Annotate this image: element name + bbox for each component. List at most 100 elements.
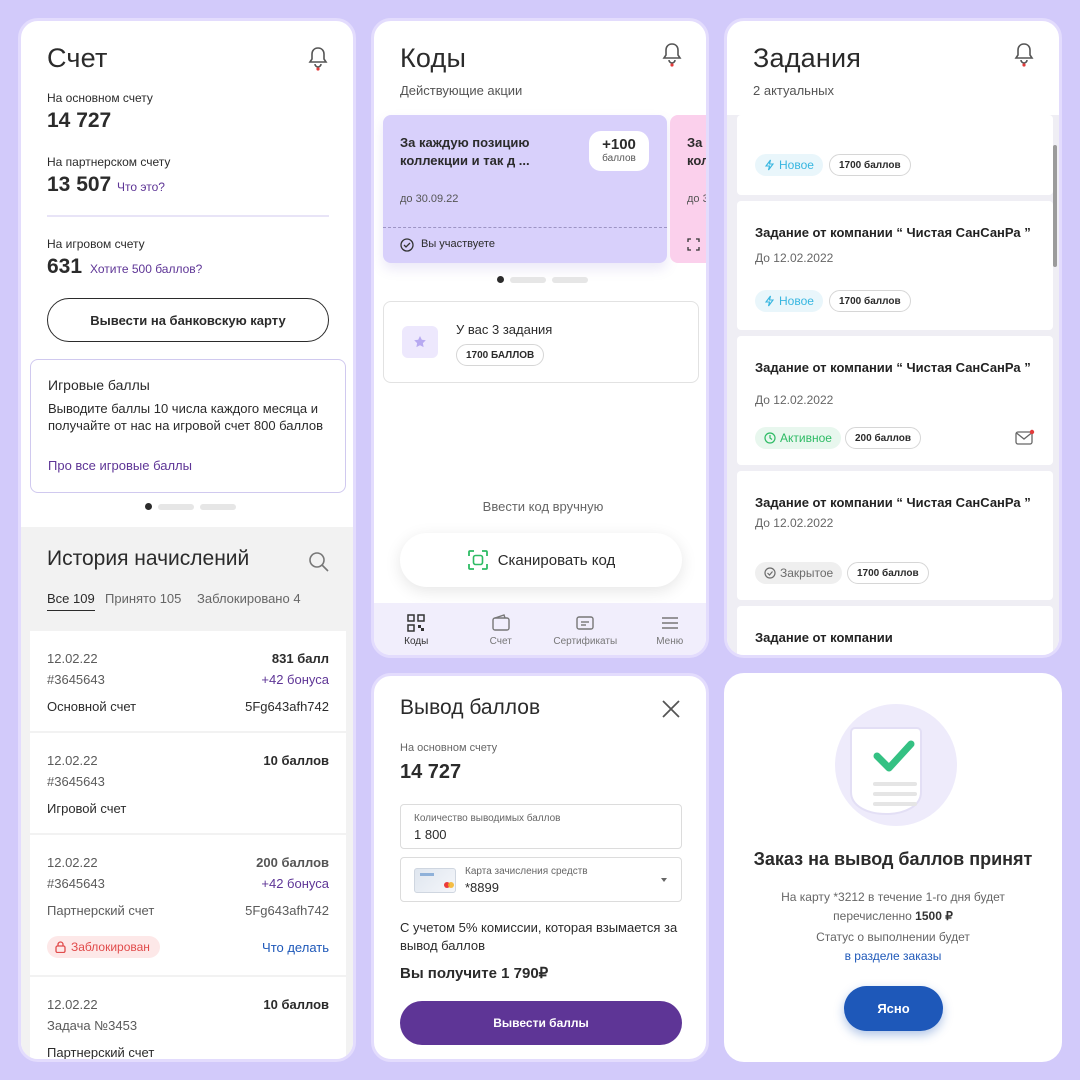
search-icon[interactable] (308, 551, 330, 573)
nav-codes[interactable]: Коды (374, 603, 459, 655)
status-label: Новое (779, 158, 814, 172)
promo-status: Вы участвуете (421, 238, 495, 250)
withdraw-to-card-button[interactable]: Вывести на банковскую карту (47, 298, 329, 342)
points-chip: 200 баллов (845, 427, 922, 449)
task-card[interactable]: Задание от компании “ Чистая СанСанРа ” … (737, 201, 1053, 330)
submit-withdraw-button[interactable]: Вывести баллы (400, 1001, 682, 1045)
nav-menu[interactable]: Меню (628, 603, 707, 655)
points-chip: 1700 баллов (829, 290, 911, 312)
nav-certificates[interactable]: Сертификаты (543, 603, 628, 655)
bottom-nav: Коды Счет Сертификаты Меню (374, 603, 707, 655)
tasks-count: У вас 3 задания (456, 322, 553, 337)
carousel-dots (145, 503, 236, 510)
menu-icon (661, 617, 678, 629)
row-id: Задача №3453 (47, 1018, 138, 1033)
card-label: Карта зачисления средств (465, 866, 588, 877)
task-card[interactable]: Задание от компании (737, 606, 1053, 655)
history-row[interactable]: 12.02.22 10 баллов #3645643 Игровой счет (30, 733, 346, 833)
game-points-link[interactable]: Хотите 500 баллов? (90, 262, 203, 276)
row-code: 5Fg643afh742 (245, 699, 329, 714)
row-id: #3645643 (47, 672, 105, 687)
game-points-link[interactable]: Про все игровые баллы (48, 458, 192, 473)
codes-subtitle: Действующие акции (400, 83, 523, 98)
promo-card[interactable]: За каждую позицию коллекции и так д ... … (383, 115, 667, 263)
what-to-do-link[interactable]: Что делать (262, 940, 329, 955)
history-row[interactable]: 12.02.22 200 баллов #3645643 +42 бонуса … (30, 835, 346, 975)
bell-icon[interactable] (1013, 41, 1035, 67)
row-date: 12.02.22 (47, 753, 98, 768)
history-row[interactable]: 12.02.22 10 баллов Задача №3453 Партнерс… (30, 977, 346, 1059)
success-title: Заказ на вывод баллов принят (753, 849, 1033, 869)
orders-link[interactable]: в разделе заказы (844, 949, 942, 963)
main-balance-label: На основном счету (47, 91, 153, 105)
row-amount: 200 баллов (256, 855, 329, 870)
scrollbar[interactable] (1053, 145, 1057, 267)
scan-code-button[interactable]: Сканировать код (400, 533, 682, 587)
game-balance-label: На игровом счету (47, 237, 145, 251)
success-illustration (835, 704, 957, 826)
game-points-title: Игровые баллы (48, 377, 150, 393)
success-text-line3: Статус о выполнении будет (816, 930, 970, 944)
row-bonus: +42 бонуса (261, 672, 329, 687)
task-title: Задание от компании “ Чистая СанСанРа ” (755, 360, 1031, 375)
success-panel: Заказ на вывод баллов принят На карту *3… (724, 673, 1062, 1062)
nav-account[interactable]: Счет (459, 603, 544, 655)
ok-button[interactable]: Ясно (844, 986, 943, 1031)
promo-points: +100 (602, 136, 636, 153)
task-date: До 12.02.2022 (755, 393, 834, 407)
history-row[interactable]: 12.02.22 831 балл #3645643 +42 бонуса Ос… (30, 631, 346, 731)
row-id: #3645643 (47, 876, 105, 891)
main-balance-value: 14 727 (400, 761, 462, 783)
lightning-icon (764, 295, 775, 307)
page-title: Счет (47, 43, 108, 73)
card-select[interactable]: Карта зачисления средств *8899 (400, 857, 682, 902)
promo-card-next[interactable]: За кол до 3 (670, 115, 709, 263)
tab-blocked[interactable]: Заблокировано 4 (197, 591, 301, 606)
carousel-dots (497, 276, 588, 283)
history-title: История начислений (47, 547, 250, 570)
bell-icon[interactable] (307, 45, 329, 71)
lock-icon (55, 941, 66, 953)
tab-all[interactable]: Все 109 (47, 591, 95, 611)
bell-icon[interactable] (661, 41, 683, 67)
promo-text: За кол (687, 135, 709, 168)
promo-text: За каждую позицию коллекции и так д ... (400, 135, 530, 168)
commission-text: С учетом 5% комиссии, которая взымается … (400, 920, 678, 953)
task-card[interactable]: Задание от компании “ Чистая СанСанРа ” … (737, 336, 1053, 465)
task-card[interactable]: Новое 1700 баллов (737, 115, 1053, 195)
task-title: Задание от компании “ Чистая СанСанРа ” (755, 495, 1031, 510)
lightning-icon (764, 159, 775, 171)
row-code: 5Fg643afh742 (245, 903, 329, 918)
tasks-subtitle: 2 актуальных (753, 83, 834, 98)
status-badge: Новое (755, 290, 823, 312)
account-panel: Счет На основном счету 14 727 На партнер… (18, 18, 356, 1062)
clock-icon (764, 432, 776, 444)
task-title: Задание от компании “ Чистая СанСанРа ” (755, 225, 1031, 240)
task-date: До 12.02.2022 (755, 516, 834, 530)
nav-label: Коды (404, 636, 429, 647)
game-balance-value: 631 (47, 255, 83, 278)
enter-code-manually-link[interactable]: Ввести код вручную (482, 499, 604, 514)
divider (47, 215, 329, 217)
close-icon[interactable] (660, 698, 682, 720)
row-date: 12.02.22 (47, 997, 98, 1012)
amount-value: 1 800 (414, 827, 447, 842)
row-account: Партнерский счет (47, 903, 155, 918)
divider (383, 227, 667, 228)
amount-field[interactable]: Количество выводимых баллов 1 800 (400, 804, 682, 849)
certificate-icon (576, 616, 594, 630)
success-text-line1: На карту *3212 в течение 1-го дня будет (781, 890, 1005, 904)
row-id: #3645643 (47, 774, 105, 789)
ticket-icon (402, 326, 438, 358)
tasks-summary-card[interactable]: У вас 3 задания 1700 БАЛЛОВ (383, 301, 699, 383)
tab-accepted[interactable]: Принято 105 (105, 591, 182, 606)
partner-balance-value: 13 507 (47, 173, 112, 196)
row-account: Игровой счет (47, 801, 127, 816)
partner-what-link[interactable]: Что это? (117, 180, 165, 194)
mail-icon[interactable] (1015, 429, 1035, 446)
scan-icon (467, 550, 488, 570)
status-badge: Новое (755, 154, 823, 176)
game-points-text: Выводите баллы 10 числа каждого месяца и… (48, 401, 323, 433)
promo-date: до 30.09.22 (400, 193, 459, 205)
task-card[interactable]: Задание от компании “ Чистая СанСанРа ” … (737, 471, 1053, 600)
